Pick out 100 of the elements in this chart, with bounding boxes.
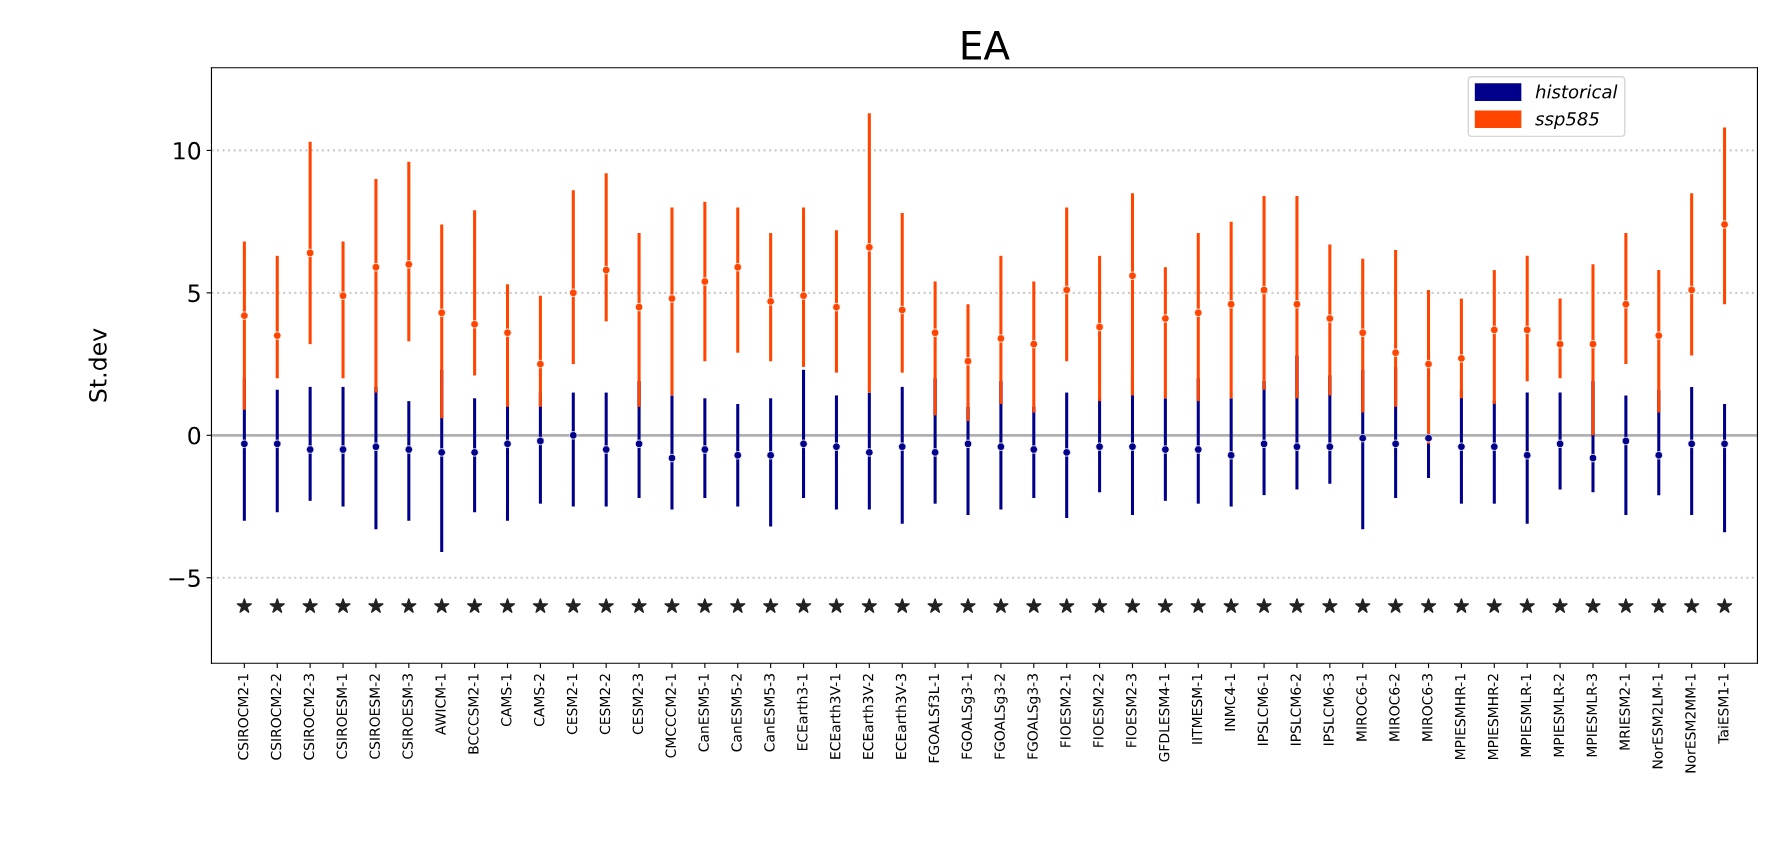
x-tick-label: FGOALSg3-3 — [1027, 674, 1041, 759]
y-tick-label: −5 — [169, 569, 200, 588]
y-tick-label: 0 — [188, 426, 201, 445]
x-tick-label: CAMS-1 — [501, 674, 512, 727]
x-tick-label: FIOESM2-2 — [1093, 674, 1104, 747]
point — [894, 598, 910, 613]
x-tick-label: CSIROCM2-1 — [237, 674, 249, 760]
x-tick-label: IITMESM-1 — [1191, 674, 1203, 744]
x-tick-label: CanESM5-2 — [731, 674, 742, 752]
point — [1355, 598, 1371, 613]
point — [269, 598, 285, 613]
point — [302, 598, 318, 613]
point — [1651, 598, 1667, 613]
x-tick-label: FIOESM2-3 — [1126, 674, 1137, 747]
point — [1552, 598, 1568, 613]
x-tick-label: ECEarth3V-3 — [895, 674, 907, 759]
point — [730, 598, 746, 613]
point — [1716, 598, 1733, 613]
x-tick-label: FGOALSg3-2 — [994, 674, 1008, 759]
x-tick-label: CMCCCM2-1 — [665, 674, 676, 758]
legend-label: ssp585 — [1535, 111, 1599, 130]
x-tick-label: NorESM2MM-1 — [1685, 674, 1696, 773]
point — [927, 598, 943, 613]
x-tick-label: INMC4-1 — [1224, 674, 1236, 731]
point — [1190, 598, 1206, 613]
x-tick-label: CanESM5-1 — [698, 674, 709, 752]
x-tick-label: MIROC6-2 — [1389, 674, 1400, 741]
y-axis-title: St.dev — [88, 328, 107, 402]
x-tick-label: MRIESM2-1 — [1619, 674, 1630, 750]
x-tick-label: CSIROESM-2 — [369, 674, 380, 759]
point — [499, 598, 516, 613]
y-tick-label: 5 — [188, 284, 200, 303]
point — [993, 598, 1009, 613]
chart-title: EA — [962, 31, 1010, 60]
point — [1388, 598, 1404, 613]
point — [1519, 598, 1535, 613]
x-tick-label: CESM2-1 — [566, 674, 578, 735]
point — [763, 598, 779, 613]
x-tick-label: CSIROCM2-3 — [303, 674, 315, 760]
x-tick-label: CESM2-2 — [599, 674, 611, 735]
point — [1585, 598, 1601, 613]
x-tick-label: CanESM5-3 — [764, 674, 775, 752]
point — [565, 598, 581, 613]
point — [1453, 598, 1470, 613]
point — [1618, 598, 1634, 613]
point — [960, 598, 976, 613]
x-tick-label: IPSLCM6-2 — [1290, 674, 1301, 745]
point — [401, 598, 417, 613]
x-tick-label: CAMS-2 — [533, 674, 545, 727]
x-tick-label: MPIESMLR-2 — [1553, 674, 1565, 757]
x-tick-label: BCCCSM2-1 — [468, 674, 479, 754]
x-tick-label: CSIROESM-1 — [336, 674, 348, 759]
point — [697, 598, 713, 613]
x-tick-label: MPIESMHR-1 — [1454, 674, 1466, 760]
x-tick-label: AWICM-1 — [435, 674, 446, 735]
x-tick-label: ECEarth3-1 — [796, 674, 808, 750]
point — [631, 598, 647, 613]
point — [1486, 598, 1502, 613]
point — [664, 598, 680, 613]
point — [236, 598, 252, 613]
point — [1684, 598, 1700, 613]
point — [1322, 598, 1338, 613]
x-tick-label: IPSLCM6-3 — [1323, 674, 1334, 745]
point — [1091, 598, 1108, 613]
point — [532, 598, 549, 613]
x-tick-label: MPIESMHR-2 — [1487, 674, 1499, 760]
x-tick-label: FIOESM2-1 — [1060, 674, 1071, 747]
point — [434, 598, 450, 613]
point — [1026, 598, 1042, 613]
x-tick-label: NorESM2LM-1 — [1652, 674, 1663, 769]
point — [1223, 598, 1239, 613]
point — [466, 598, 483, 613]
point — [1289, 598, 1305, 613]
x-tick-label: CSIROESM-3 — [402, 674, 413, 759]
x-tick-label: CSIROCM2-2 — [270, 674, 282, 760]
point — [1124, 598, 1141, 613]
point — [368, 598, 384, 613]
point — [861, 598, 877, 613]
point — [1420, 598, 1437, 613]
y-tick-label: 10 — [174, 141, 201, 160]
x-tick-label: IPSLCM6-1 — [1257, 674, 1269, 745]
x-tick-label: MIROC6-3 — [1422, 674, 1433, 741]
point — [795, 598, 812, 613]
x-tick-label: MPIESMLR-1 — [1520, 674, 1532, 757]
x-tick-label: MIROC6-1 — [1356, 674, 1367, 741]
x-tick-label: TaiESM1-1 — [1717, 674, 1729, 744]
x-tick-label: GFDLESM4-1 — [1158, 674, 1170, 762]
x-tick-label: CESM2-3 — [632, 674, 644, 735]
point — [335, 598, 351, 613]
x-tick-label: MPIESMLR-3 — [1586, 674, 1598, 757]
point — [598, 598, 614, 613]
legend-label: historical — [1535, 84, 1618, 99]
x-tick-label: ECEarth3V-2 — [862, 674, 874, 759]
point — [1256, 598, 1272, 613]
x-tick-label: FGOALSf3L-1 — [928, 674, 940, 763]
point — [1059, 598, 1075, 613]
x-tick-label: ECEarth3V-1 — [829, 674, 841, 759]
point — [828, 598, 845, 613]
point — [1157, 598, 1173, 613]
x-tick-label: FGOALSg3-1 — [961, 674, 975, 759]
